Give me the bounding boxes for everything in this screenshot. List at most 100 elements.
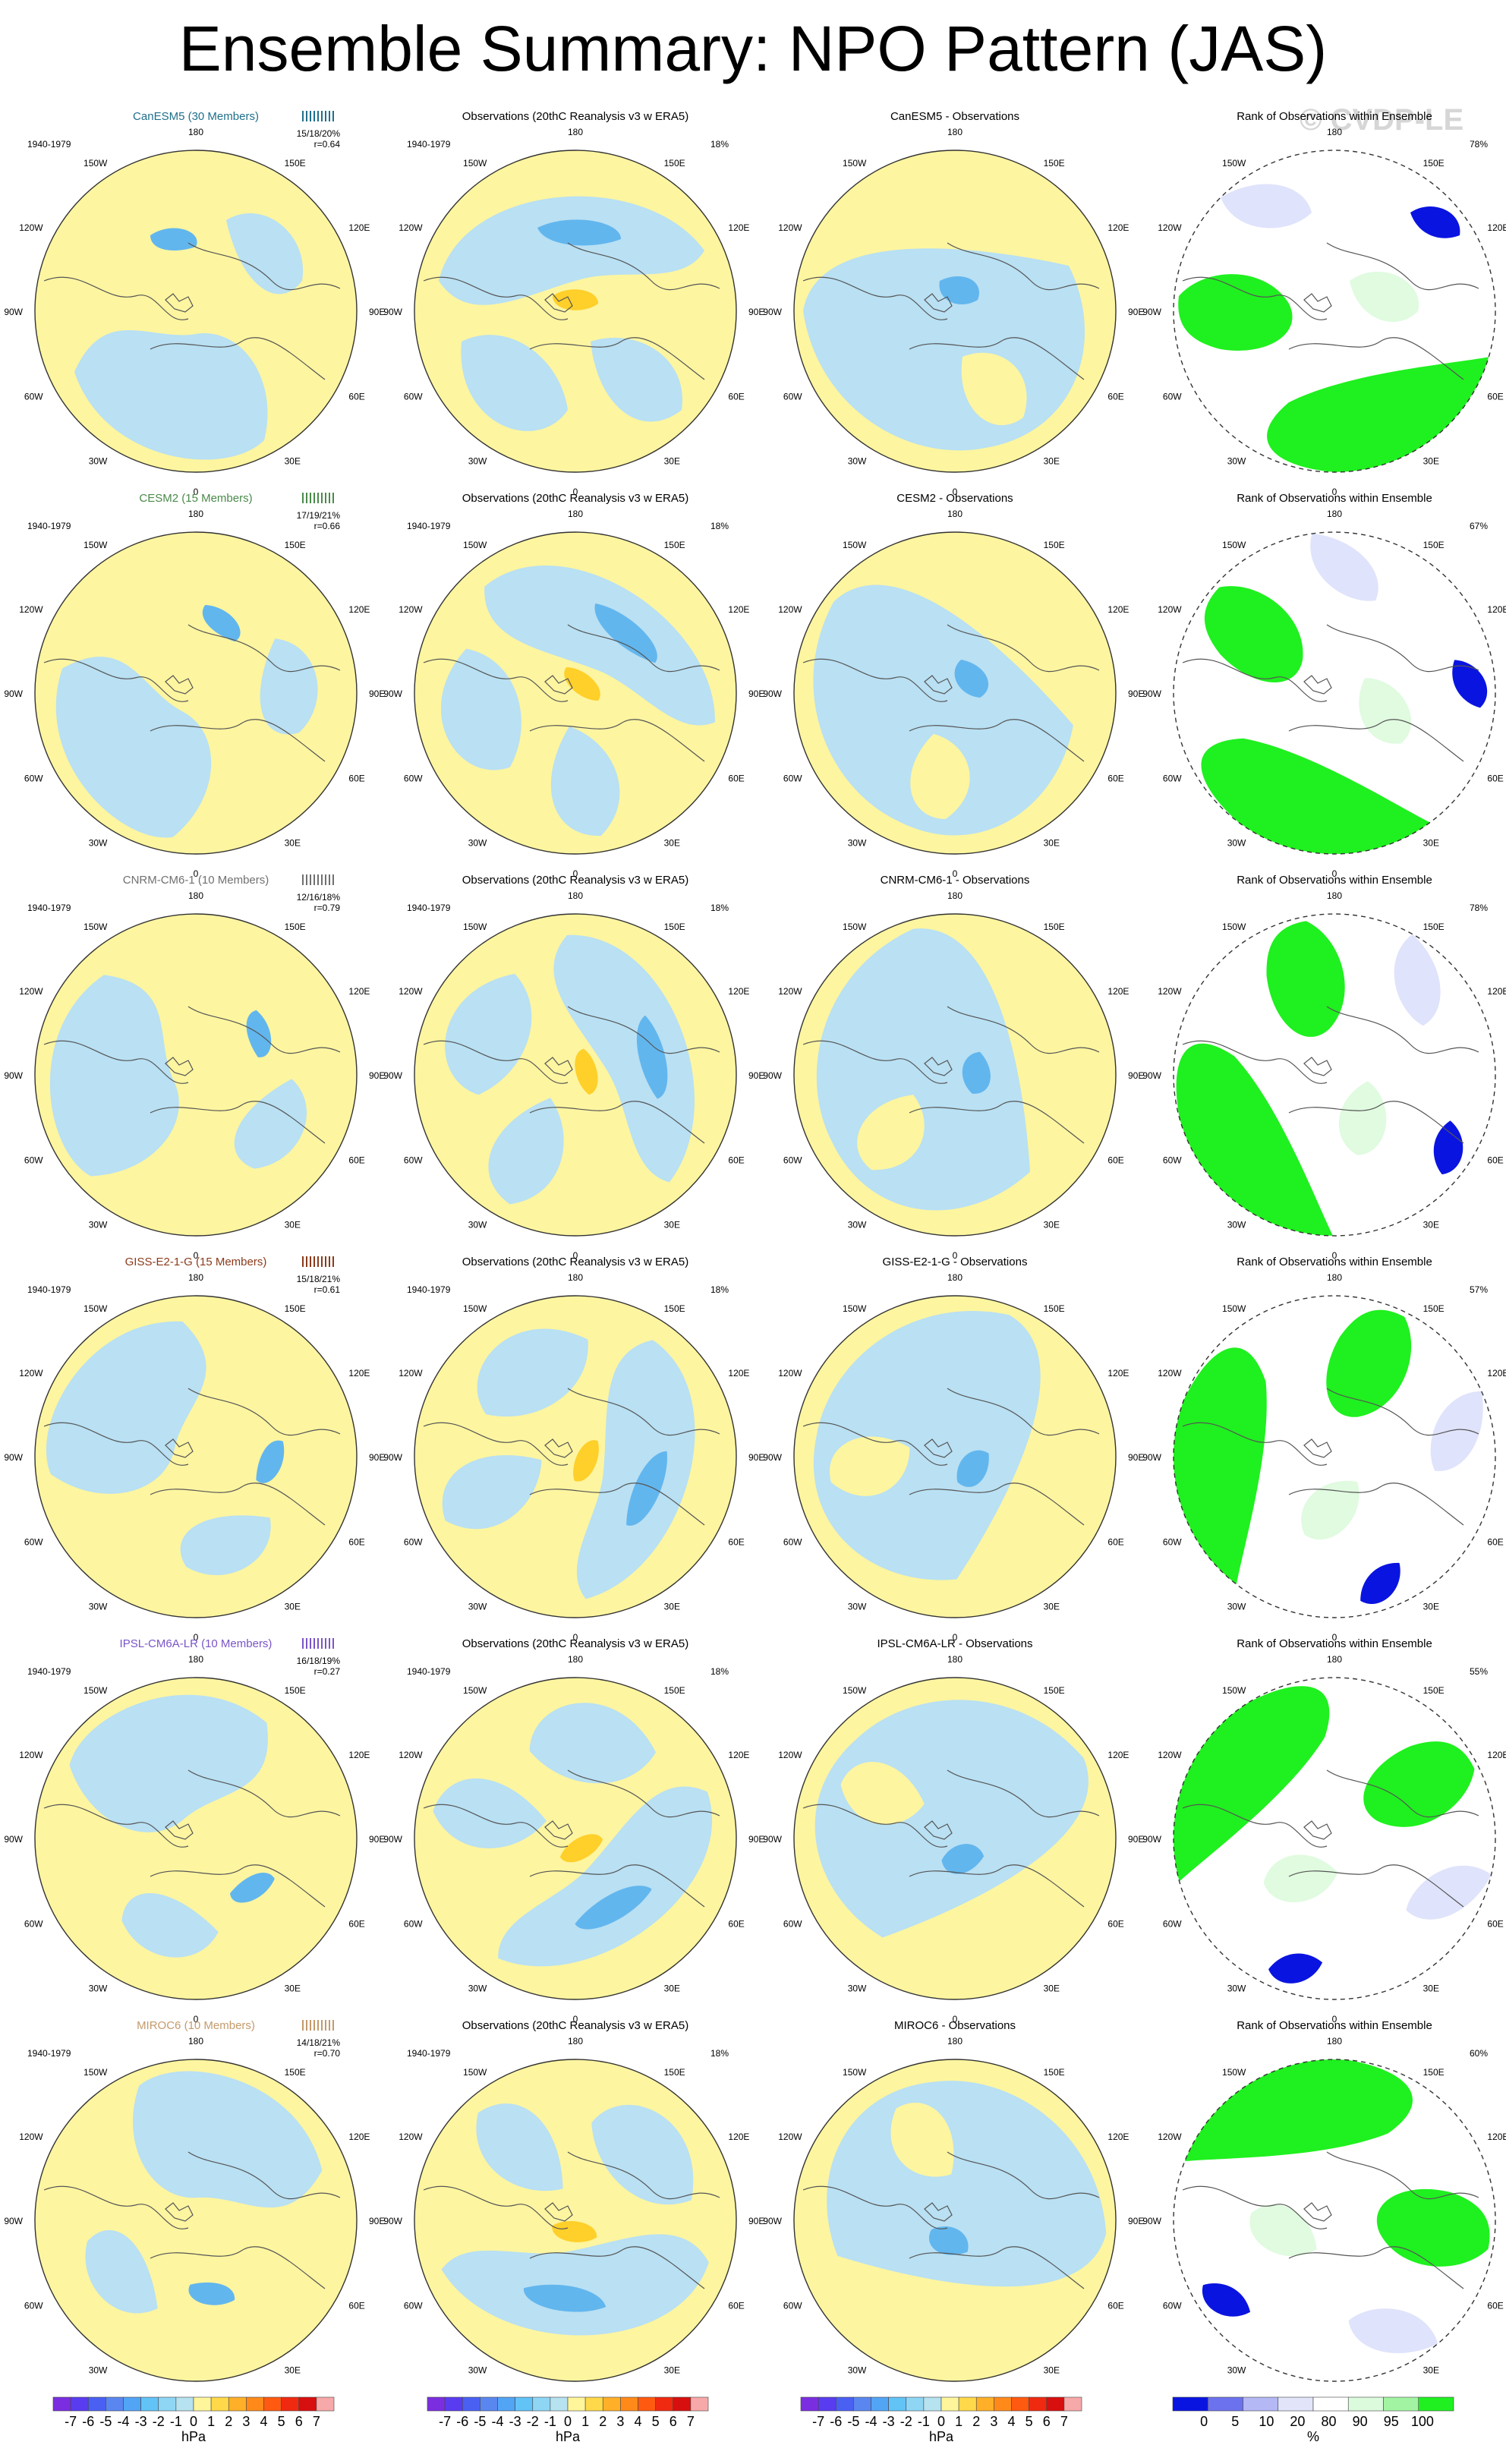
lon-label-ur: 120E — [1487, 222, 1506, 233]
rank-pct: 78% — [1470, 139, 1488, 150]
coastlines — [43, 624, 341, 762]
lon-label-tr: 150E — [285, 922, 306, 932]
map-field-neg — [477, 1328, 588, 1417]
lon-label-lr: 60E — [1107, 392, 1123, 402]
lon-label-ur: 120E — [348, 222, 370, 233]
lon-label-ml: 90W — [4, 1834, 23, 1845]
map-field-rank_green — [1201, 738, 1432, 854]
ensemble-tick — [313, 2020, 315, 2031]
colorbar-swatch — [70, 2396, 89, 2412]
coastlines — [802, 624, 1100, 762]
map-field-pos — [190, 1438, 219, 1470]
lon-label-br: 30E — [285, 1983, 301, 1993]
lon-label-ur: 120E — [1487, 1368, 1506, 1379]
coastlines — [1182, 1769, 1479, 1908]
lon-label-ml: 90W — [4, 307, 23, 317]
colorbar-tick-label: -4 — [117, 2414, 129, 2429]
lon-label-tl: 150W — [1222, 922, 1246, 932]
lon-label-top: 180 — [947, 127, 963, 137]
map-field-pos — [840, 1762, 925, 1826]
lon-label-ur: 120E — [1107, 604, 1129, 615]
lon-label-br: 30E — [1423, 2365, 1439, 2375]
lon-label-tr: 150E — [1423, 1303, 1445, 1314]
colorbar-tick-label: 95 — [1384, 2414, 1399, 2429]
map-field-neg — [461, 335, 568, 431]
observations-pct: 18% — [710, 139, 729, 150]
lon-label-ul: 120W — [19, 1368, 43, 1379]
ensemble-tick — [313, 874, 315, 885]
colorbar-tick-label: 100 — [1411, 2414, 1434, 2429]
map-field-rank_lightblue — [1430, 1391, 1483, 1471]
map-field-pos_strong — [552, 2221, 597, 2242]
lon-label-ul: 120W — [1158, 222, 1182, 233]
ensemble-tick — [325, 1256, 326, 1267]
rank-title: Rank of Observations within Ensemble — [1237, 1256, 1432, 1268]
lon-label-ll: 60W — [783, 392, 802, 402]
map-field-neg_strong — [575, 1886, 652, 1930]
lon-label-bottom: 0 — [194, 1250, 199, 1261]
colorbar-swatch — [480, 2396, 498, 2412]
lon-label-tr: 150E — [664, 540, 685, 550]
lon-label-bl: 30W — [89, 455, 108, 466]
map-field-neg_strong — [150, 228, 197, 250]
lon-label-bottom: 0 — [573, 2014, 578, 2024]
map-field-pos — [183, 2214, 218, 2242]
colorbar-swatch — [316, 2396, 335, 2412]
lon-label-ul: 120W — [778, 1750, 802, 1760]
lon-label-tl: 150W — [83, 2067, 108, 2078]
colorbar-unit: hPa — [181, 2429, 206, 2444]
colorbar-tick-label: -1 — [170, 2414, 182, 2429]
ensemble-tick — [317, 874, 319, 885]
lon-label-bl: 30W — [468, 2365, 487, 2375]
lon-label-ll: 60W — [1163, 1537, 1182, 1548]
colorbar-swatch — [246, 2396, 264, 2412]
lon-label-tl: 150W — [1222, 1685, 1246, 1696]
lon-label-ur: 120E — [728, 1368, 749, 1379]
lon-label-ll: 60W — [1163, 774, 1182, 784]
coastlines — [802, 1006, 1100, 1144]
ensemble-tick — [302, 874, 304, 885]
lon-label-br: 30E — [1423, 1983, 1439, 1993]
lon-label-ml: 90W — [383, 307, 402, 317]
map-field-rank_lightgreen — [1263, 1854, 1338, 1902]
lon-label-ml: 90W — [763, 307, 782, 317]
map-field-pos — [910, 733, 970, 819]
observations-title: Observations (20thC Reanalysis v3 w ERA5… — [462, 110, 688, 123]
map-field-pos_strong — [575, 1048, 598, 1095]
ensemble-tick — [332, 874, 334, 885]
lon-label-ul: 120W — [399, 986, 423, 997]
ensemble-tick — [329, 1638, 330, 1649]
map-border — [793, 531, 1117, 855]
lon-label-bl: 30W — [468, 1601, 487, 1612]
colorbar-swatch — [444, 2396, 463, 2412]
colorbar-tick-label: -1 — [544, 2414, 556, 2429]
lon-label-lr: 60E — [348, 392, 364, 402]
observations-title: Observations (20thC Reanalysis v3 w ERA5… — [462, 874, 688, 887]
colorbar-swatch — [298, 2396, 317, 2412]
lon-label-bottom: 0 — [953, 487, 958, 497]
colorbar-swatch — [1011, 2396, 1029, 2412]
panel-model: CanESM5 (30 Members) 1940-1979 15/18/20%r=… — [4, 110, 385, 497]
lon-label-tl: 150W — [843, 1685, 867, 1696]
map-field-neg — [476, 2103, 563, 2191]
lon-label-ll: 60W — [1163, 2301, 1182, 2311]
colorbar-tick-label: 5 — [1026, 2414, 1033, 2429]
colorbar-tick-label: 80 — [1322, 2414, 1337, 2429]
map-field-pos — [857, 1095, 925, 1171]
map-field-pos — [187, 1048, 215, 1086]
colorbar-swatch — [958, 2396, 977, 2412]
ensemble-tick — [321, 493, 323, 503]
lon-label-top: 180 — [947, 1272, 963, 1283]
row-1: CanESM5 (30 Members) 1940-1979 15/18/20%r=… — [4, 110, 1506, 497]
lon-label-top: 180 — [1327, 509, 1342, 519]
lon-label-ll: 60W — [404, 1537, 423, 1548]
lon-label-ll: 60W — [783, 1155, 802, 1166]
ensemble-tick — [313, 1638, 315, 1649]
lon-label-br: 30E — [285, 455, 301, 466]
lon-label-tl: 150W — [83, 540, 108, 550]
colorbar-tick-label: -7 — [439, 2414, 451, 2429]
lon-label-ml: 90W — [4, 1452, 23, 1463]
ensemble-tick — [332, 1256, 334, 1267]
lon-label-ll: 60W — [24, 2301, 43, 2311]
map-field-neg — [550, 726, 620, 837]
